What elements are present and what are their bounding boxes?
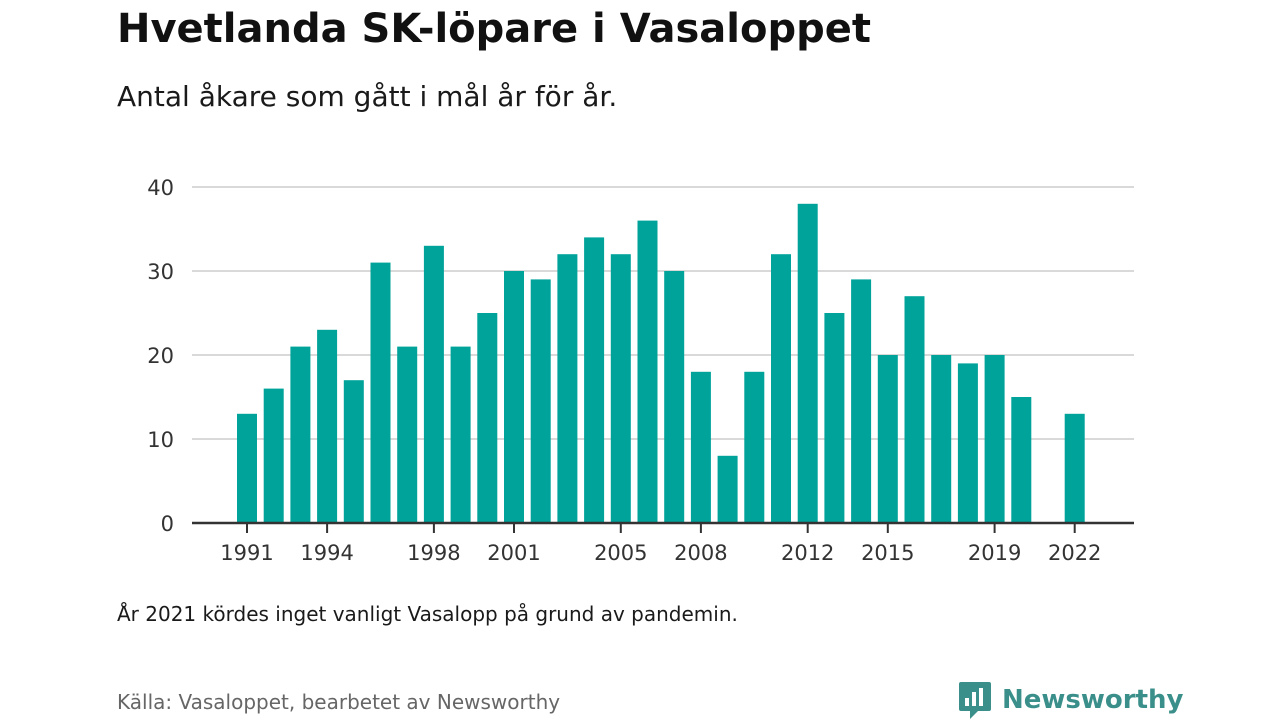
- y-tick-label: 20: [147, 344, 174, 368]
- x-tick-label: 2005: [594, 541, 647, 565]
- bar-2002: [530, 279, 551, 523]
- bar-chart: 0 10 20 30 40 1991 1994 1998 2001 2005 2008 2012 201…: [147, 176, 1134, 565]
- bar-2009: [717, 455, 738, 523]
- bar-2019: [984, 355, 1005, 523]
- bar-2008: [690, 371, 711, 523]
- bar-2017: [931, 355, 952, 523]
- bar-1999: [450, 346, 471, 523]
- bar-2015: [877, 355, 898, 523]
- x-tick-label: 2012: [781, 541, 834, 565]
- newsworthy-logo: Newsworthy: [958, 680, 1183, 720]
- newsworthy-logo-icon: [959, 682, 991, 719]
- bar-1991: [237, 413, 257, 523]
- bar-1992: [263, 388, 284, 523]
- x-tick-label: 2001: [487, 541, 540, 565]
- y-tick-label: 40: [147, 176, 174, 200]
- bar-2012: [797, 203, 818, 524]
- bar-1994: [317, 329, 338, 523]
- bar-1998: [423, 245, 444, 524]
- y-tick-label: 0: [161, 512, 174, 536]
- chart-subtitle: Antal åkare som gått i mål år för år.: [117, 80, 618, 113]
- bar-1997: [397, 346, 418, 523]
- bar-2003: [557, 254, 578, 523]
- bar-2007: [664, 271, 685, 523]
- bar-2013: [824, 313, 845, 523]
- chart-title: Hvetlanda SK-löpare i Vasaloppet: [117, 6, 871, 52]
- bar-2000: [477, 313, 498, 523]
- bar-1996: [370, 262, 391, 523]
- bar-2014: [851, 279, 872, 523]
- bar-2020: [1011, 397, 1032, 523]
- x-tick-label: 2022: [1048, 541, 1101, 565]
- x-tick-label: 2015: [861, 541, 914, 565]
- bar-2004: [584, 237, 605, 523]
- x-tick-label: 2008: [674, 541, 727, 565]
- bar-2001: [504, 271, 524, 523]
- newsworthy-logo-text: Newsworthy: [1002, 685, 1184, 715]
- bar-2005: [610, 254, 631, 523]
- bar-2011: [771, 254, 791, 523]
- bar-2022: [1064, 413, 1085, 523]
- chart-note: År 2021 kördes inget vanligt Vasalopp på…: [117, 602, 738, 626]
- bar-2006: [637, 220, 658, 523]
- y-tick-label: 10: [147, 428, 174, 452]
- bar-2016: [904, 296, 925, 523]
- x-tick-label: 2019: [968, 541, 1021, 565]
- y-tick-label: 30: [147, 260, 174, 284]
- bar-2010: [744, 371, 765, 523]
- x-tick-label: 1994: [300, 541, 353, 565]
- bar-1995: [343, 380, 364, 523]
- bar-1993: [290, 346, 311, 523]
- x-tick-label: 1991: [220, 541, 273, 565]
- source-text: Källa: Vasaloppet, bearbetet av Newswort…: [117, 690, 561, 714]
- x-tick-label: 1998: [407, 541, 460, 565]
- bar-2018: [957, 363, 978, 523]
